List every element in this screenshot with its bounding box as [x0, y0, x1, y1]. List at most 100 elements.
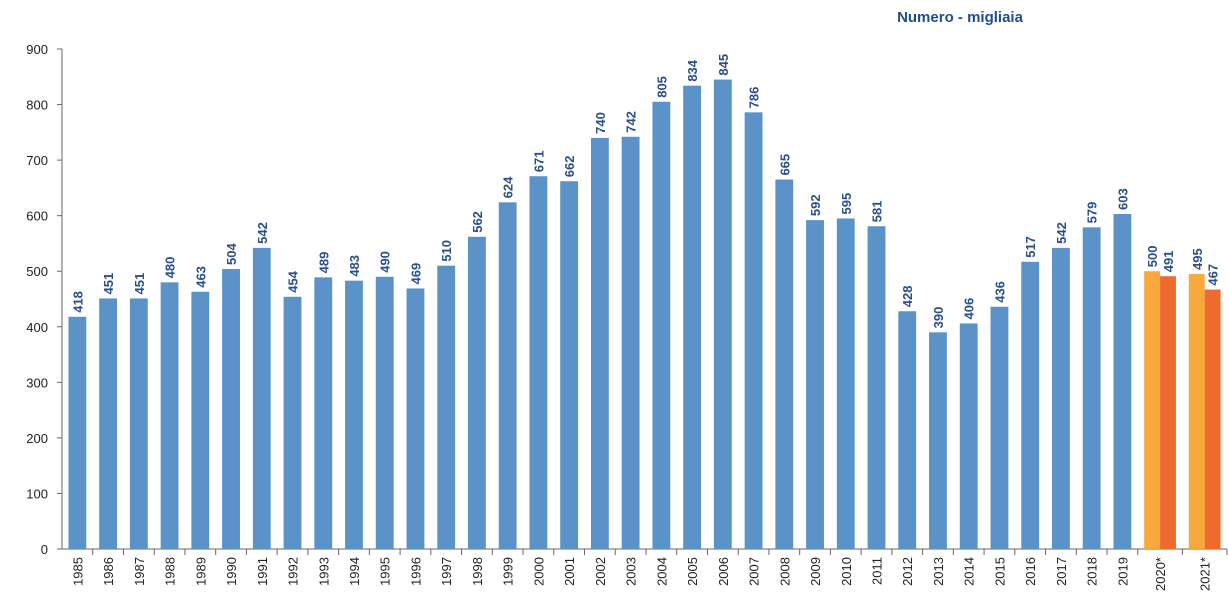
x-tick-label: 1995: [378, 557, 393, 586]
value-label: 834: [685, 59, 700, 81]
value-label: 463: [193, 266, 208, 288]
x-tick-label: 2017: [1054, 557, 1069, 586]
bar: [1113, 214, 1132, 549]
chart-title: Numero - migliaia: [897, 9, 1024, 26]
bar: [252, 247, 271, 549]
x-tick-label: 2004: [654, 557, 669, 586]
bar: [1188, 274, 1205, 549]
bar: [652, 101, 671, 550]
value-label: 483: [347, 255, 362, 277]
bar: [68, 316, 87, 549]
x-tick-label: 2007: [747, 557, 762, 586]
y-tick-label: 700: [26, 153, 48, 168]
bar: [1144, 271, 1161, 549]
value-label: 740: [593, 112, 608, 134]
value-label: 517: [1023, 236, 1038, 258]
value-label: 454: [286, 270, 301, 292]
x-tick-label: 1989: [193, 557, 208, 586]
y-tick-label: 500: [26, 264, 48, 279]
bar: [806, 220, 824, 549]
value-label: 742: [624, 111, 639, 133]
value-label: 624: [501, 176, 516, 198]
bar: [867, 226, 886, 549]
bar: [345, 280, 363, 549]
value-label: 495: [1190, 248, 1205, 270]
x-tick-label: 2016: [1023, 557, 1038, 586]
bar: [222, 269, 240, 549]
value-label: 491: [1161, 251, 1176, 273]
value-label: 504: [224, 243, 239, 265]
x-tick-label: 2008: [777, 557, 792, 586]
bar: [191, 291, 210, 549]
value-label: 467: [1206, 264, 1221, 286]
bar: [406, 288, 425, 549]
x-tick-label: 1998: [470, 557, 485, 586]
value-label: 451: [101, 273, 116, 295]
value-label: 542: [1054, 222, 1069, 244]
bar: [437, 265, 456, 549]
value-label: 542: [255, 222, 270, 244]
bar: [1052, 247, 1070, 549]
bar: [775, 179, 794, 550]
x-tick-label: 1996: [408, 557, 423, 586]
x-tick-label: 1999: [501, 557, 516, 586]
value-label: 581: [870, 201, 885, 223]
x-tick-label: 2014: [962, 557, 977, 586]
y-tick-label: 300: [26, 375, 48, 390]
bar: [621, 136, 640, 549]
value-label: 805: [654, 76, 669, 98]
value-label: 406: [962, 298, 977, 320]
y-tick-label: 200: [26, 431, 48, 446]
bar: [99, 298, 118, 549]
x-tick-label: 2012: [900, 557, 915, 586]
value-label: 786: [747, 87, 762, 109]
bar: [283, 296, 302, 549]
x-tick-label: 1988: [163, 557, 178, 586]
x-tick-label: 2003: [624, 557, 639, 586]
bar: [836, 218, 855, 549]
value-label: 662: [562, 156, 577, 178]
value-label: 562: [470, 211, 485, 233]
x-tick-label: 2018: [1085, 557, 1100, 586]
bar: [1160, 276, 1176, 549]
x-tick-label: 2020*: [1153, 557, 1168, 591]
bar: [1021, 261, 1040, 549]
bar: [1204, 289, 1221, 549]
x-tick-label: 2001: [562, 557, 577, 586]
value-label: 480: [163, 257, 178, 279]
value-label: 418: [70, 291, 85, 313]
bar: [744, 112, 763, 549]
bar: [713, 79, 732, 550]
x-tick-label: 2010: [839, 557, 854, 586]
y-tick-label: 100: [26, 486, 48, 501]
value-label: 500: [1145, 246, 1160, 268]
bar: [560, 181, 579, 549]
bar: [498, 202, 517, 550]
value-label: 428: [900, 286, 915, 308]
value-label: 489: [316, 252, 331, 274]
value-label: 390: [931, 307, 946, 329]
x-tick-label: 2013: [931, 557, 946, 586]
bar: [990, 306, 1009, 549]
bar: [1082, 227, 1101, 550]
x-tick-label: 1997: [439, 557, 454, 586]
x-tick-label: 1992: [286, 557, 301, 586]
bar: [929, 332, 947, 549]
bar: [529, 176, 548, 549]
bar: [129, 298, 148, 549]
bar: [160, 282, 179, 549]
x-tick-label: 1987: [132, 557, 147, 586]
value-label: 436: [992, 281, 1007, 303]
x-tick-label: 1986: [101, 557, 116, 586]
x-tick-label: 2019: [1115, 557, 1130, 586]
bar: [959, 323, 978, 549]
bar: [314, 277, 333, 549]
x-tick-label: 2000: [531, 557, 546, 586]
bar: [375, 276, 394, 549]
x-tick-label: 1990: [224, 557, 239, 586]
x-tick-label: 2006: [716, 557, 731, 586]
value-label: 579: [1085, 202, 1100, 224]
x-tick-label: 2015: [992, 557, 1007, 586]
x-tick-label: 2009: [808, 557, 823, 586]
